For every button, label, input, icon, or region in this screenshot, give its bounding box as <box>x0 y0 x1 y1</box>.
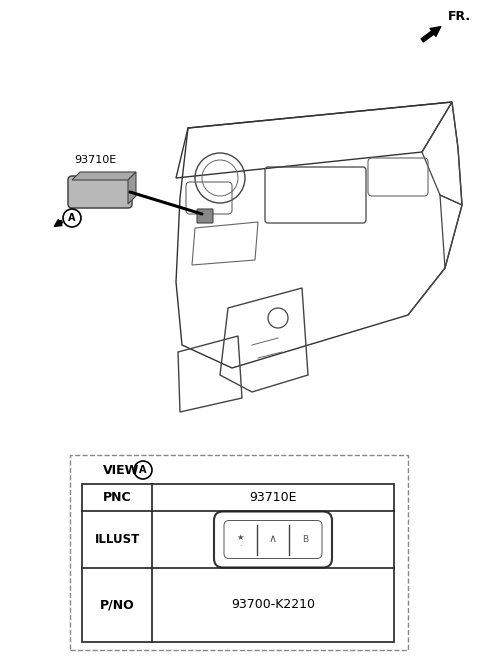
Text: 93710E: 93710E <box>74 155 116 165</box>
Polygon shape <box>128 172 136 204</box>
Text: 93710E: 93710E <box>249 491 297 504</box>
Text: ∧: ∧ <box>269 535 277 545</box>
Text: A: A <box>68 213 76 223</box>
FancyBboxPatch shape <box>197 209 213 223</box>
Polygon shape <box>72 172 136 180</box>
Text: P/NO: P/NO <box>100 599 134 612</box>
Text: A: A <box>139 465 147 475</box>
Bar <box>70 455 408 650</box>
Text: B: B <box>302 535 308 544</box>
Text: FR.: FR. <box>448 9 471 22</box>
Text: .: . <box>239 539 241 548</box>
Text: ILLUST: ILLUST <box>95 533 140 546</box>
FancyBboxPatch shape <box>68 176 132 208</box>
Text: PNC: PNC <box>103 491 132 504</box>
Text: VIEW: VIEW <box>103 463 139 476</box>
Bar <box>82 484 394 642</box>
Text: 93700-K2210: 93700-K2210 <box>231 599 315 612</box>
Text: ★: ★ <box>236 533 244 542</box>
